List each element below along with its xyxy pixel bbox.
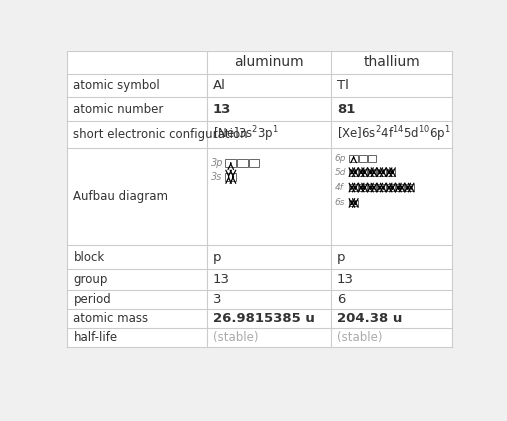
Bar <box>368 155 377 162</box>
Text: group: group <box>74 273 108 286</box>
Bar <box>237 159 248 167</box>
Bar <box>368 169 377 176</box>
Text: (stable): (stable) <box>337 331 382 344</box>
Text: 26.9815385 u: 26.9815385 u <box>213 312 315 325</box>
Text: Al: Al <box>213 79 226 92</box>
Text: period: period <box>74 293 111 306</box>
Text: thallium: thallium <box>363 55 420 69</box>
Bar <box>358 155 367 162</box>
Text: atomic mass: atomic mass <box>74 312 149 325</box>
Text: aluminum: aluminum <box>234 55 304 69</box>
Bar <box>248 159 260 167</box>
Text: 4f: 4f <box>335 183 344 192</box>
Text: 13: 13 <box>337 273 354 286</box>
Bar <box>225 173 236 181</box>
Text: p: p <box>337 251 345 264</box>
Bar <box>386 184 395 191</box>
Text: 5d: 5d <box>335 168 346 177</box>
Text: 6: 6 <box>337 293 345 306</box>
Bar <box>368 184 377 191</box>
Text: Aufbau diagram: Aufbau diagram <box>74 190 168 203</box>
Text: 204.38 u: 204.38 u <box>337 312 403 325</box>
Bar <box>349 184 358 191</box>
Text: 13: 13 <box>213 273 230 286</box>
Bar <box>349 169 358 176</box>
Bar <box>377 169 386 176</box>
Text: 6p: 6p <box>335 154 346 163</box>
Text: $\mathregular{[Ne]3s^{2}3p^{1}}$: $\mathregular{[Ne]3s^{2}3p^{1}}$ <box>213 124 279 144</box>
Text: 81: 81 <box>337 103 355 115</box>
Text: $\mathregular{[Xe]6s^{2}4f^{14}5d^{10}6p^{1}}$: $\mathregular{[Xe]6s^{2}4f^{14}5d^{10}6p… <box>337 124 451 144</box>
Text: 3p: 3p <box>211 158 224 168</box>
Bar <box>377 184 386 191</box>
Bar <box>349 200 358 206</box>
Text: half-life: half-life <box>74 331 118 344</box>
Bar <box>358 184 367 191</box>
Text: Tl: Tl <box>337 79 349 92</box>
Bar <box>225 159 236 167</box>
Bar <box>405 184 414 191</box>
Bar <box>358 169 367 176</box>
Text: atomic symbol: atomic symbol <box>74 79 160 92</box>
Text: 3: 3 <box>213 293 222 306</box>
Bar <box>386 169 395 176</box>
Text: short electronic configuration: short electronic configuration <box>74 128 248 141</box>
Bar <box>396 184 405 191</box>
Text: 3s: 3s <box>211 172 223 182</box>
Text: 6s: 6s <box>335 198 345 208</box>
Text: atomic number: atomic number <box>74 103 164 115</box>
Text: block: block <box>74 251 105 264</box>
Text: 13: 13 <box>213 103 231 115</box>
Bar <box>349 155 358 162</box>
Text: (stable): (stable) <box>213 331 259 344</box>
Text: p: p <box>213 251 222 264</box>
